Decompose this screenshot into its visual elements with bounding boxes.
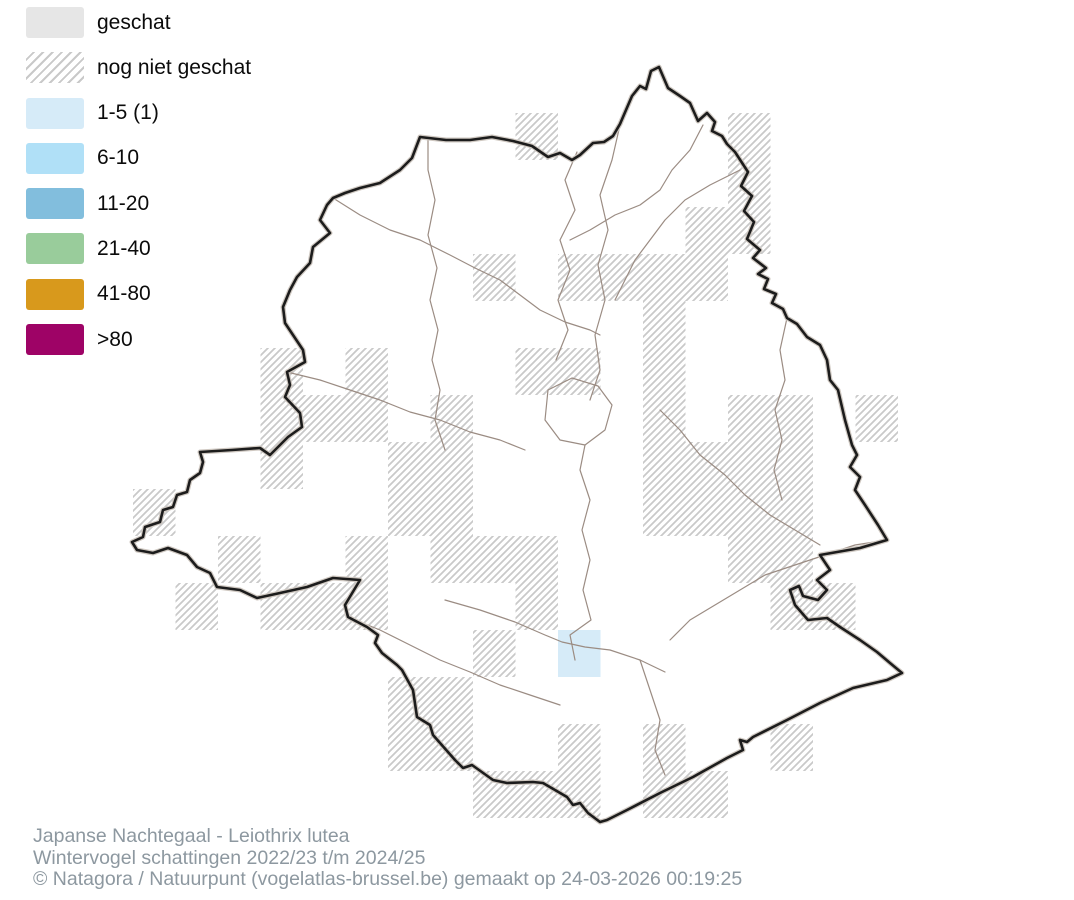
legend-label-over-80: >80 [97, 327, 133, 351]
legend-label-21-40: 21-40 [97, 236, 151, 260]
grid-cell-not-estimated [515, 583, 558, 630]
grid-cell-not-estimated [430, 395, 473, 442]
caption-copyright: © Natagora / Natuurpunt (vogelatlas-brus… [33, 868, 743, 890]
grid-cell-not-estimated [728, 536, 771, 583]
grid-cell-not-estimated [770, 489, 813, 536]
grid-cell-not-estimated [600, 254, 643, 301]
municipality-border-11 [347, 616, 561, 706]
grid-cell-not-estimated [515, 113, 558, 160]
legend-item-41-80: 41-80 [26, 278, 251, 310]
legend-swatch-geschat [26, 7, 84, 38]
municipality-border-2 [589, 124, 621, 401]
legend-swatch-21-40 [26, 233, 84, 265]
grid-cell-not-estimated [643, 724, 686, 771]
municipality-border-5 [286, 371, 526, 451]
grid-cell-not-estimated [303, 583, 346, 630]
legend-label-geschat: geschat [97, 10, 171, 34]
legend-label-6-10: 6-10 [97, 146, 140, 170]
map-legend: geschat nog niet geschat 1-5 (1) 6-10 11-20 2… [26, 7, 251, 369]
grid-cell-not-estimated [770, 536, 813, 583]
grid-cell-not-estimated [515, 771, 558, 818]
grid-cell-not-estimated [345, 395, 388, 442]
grid-cell-not-estimated [430, 677, 473, 724]
grid-cell-not-estimated [558, 724, 601, 771]
municipality-border-13 [555, 151, 578, 361]
legend-label-nog-niet-geschat: nog niet geschat [97, 55, 252, 79]
municipality-border-10 [444, 599, 666, 673]
grid-cell-not-estimated [770, 724, 813, 771]
municipality-border-14 [639, 659, 666, 776]
grid-cell-not-estimated [558, 348, 601, 395]
caption-species: Japanse Nachtegaal - Leiothrix lutea [33, 825, 350, 847]
grid-cell-not-estimated [430, 536, 473, 583]
municipality-border-3 [332, 197, 601, 336]
legend-swatch-1-5 [26, 97, 84, 129]
grid-cell-not-estimated [473, 630, 516, 677]
grid-cell-not-estimated [558, 254, 601, 301]
grid-cell-not-estimated [643, 771, 686, 818]
legend-swatch-nog-niet-geschat [26, 52, 84, 84]
grid-cell-not-estimated [515, 536, 558, 583]
legend-label-1-5: 1-5 (1) [97, 101, 159, 125]
municipality-border-4 [427, 139, 446, 451]
legend-label-11-20: 11-20 [97, 191, 150, 215]
grid-cell-not-estimated [855, 395, 898, 442]
grid-cell-not-estimated [260, 348, 303, 395]
grid-cell-not-estimated [388, 489, 431, 536]
municipality-border-1 [614, 169, 741, 301]
grid-cell-not-estimated [643, 442, 686, 489]
grid-cell-not-estimated [643, 254, 686, 301]
municipality-border-8 [659, 409, 821, 546]
map-caption: Japanse Nachtegaal - Leiothrix lutea Win… [33, 825, 743, 891]
grid-cell-not-estimated [430, 724, 473, 771]
grid-cell-not-estimated [345, 536, 388, 583]
legend-item-6-10: 6-10 [26, 142, 251, 174]
legend-swatch-6-10 [26, 142, 84, 174]
municipality-border-0 [569, 124, 704, 241]
grid-cell-not-estimated [133, 489, 176, 536]
legend-swatch-over-80 [26, 324, 84, 356]
municipality-border-12 [773, 317, 788, 501]
grid-cell-not-estimated [345, 348, 388, 395]
region-border [130, 65, 904, 824]
grid-cell-not-estimated [728, 442, 771, 489]
municipality-border-7 [569, 444, 592, 661]
grid-cell-not-estimated [643, 348, 686, 395]
grid-cell-not-estimated [685, 489, 728, 536]
legend-item-geschat: geschat [26, 7, 251, 38]
legend-item-nog-niet-geschat: nog niet geschat [26, 52, 252, 84]
legend-item-1-5: 1-5 (1) [26, 97, 251, 129]
legend-item-11-20: 11-20 [26, 188, 251, 220]
municipality-border-6 [544, 377, 613, 446]
grid-cell-not-estimated [430, 489, 473, 536]
grid-cell-not-estimated [685, 254, 728, 301]
caption-period: Wintervogel schattingen 2022/23 t/m 2024… [33, 846, 426, 869]
grid-cell-not-estimated [728, 489, 771, 536]
grid-cell-not-estimated [685, 442, 728, 489]
grid-cell-count-1-5 [558, 630, 601, 677]
grid-cell-not-estimated [303, 395, 346, 442]
grid-cell-not-estimated [260, 395, 303, 442]
grid-cell-not-estimated [728, 395, 771, 442]
grid-cell-not-estimated [388, 724, 431, 771]
grid-cell-not-estimated [473, 536, 516, 583]
legend-item-over-80: >80 [26, 324, 251, 356]
grid-cell-not-estimated [260, 442, 303, 489]
grid-cell-not-estimated [430, 442, 473, 489]
legend-swatch-11-20 [26, 188, 84, 220]
legend-swatch-41-80 [26, 278, 84, 310]
legend-item-21-40: 21-40 [26, 233, 251, 265]
grid-cell-not-estimated [218, 536, 261, 583]
grid-cell-not-estimated [515, 348, 558, 395]
grid-cell-not-estimated [643, 395, 686, 442]
grid-cell-not-estimated [388, 442, 431, 489]
legend-label-41-80: 41-80 [97, 282, 151, 306]
grid-cell-not-estimated [643, 301, 686, 348]
grid-cell-not-estimated [643, 489, 686, 536]
grid-cell-not-estimated [685, 207, 728, 254]
grid-cell-not-estimated [175, 583, 218, 630]
